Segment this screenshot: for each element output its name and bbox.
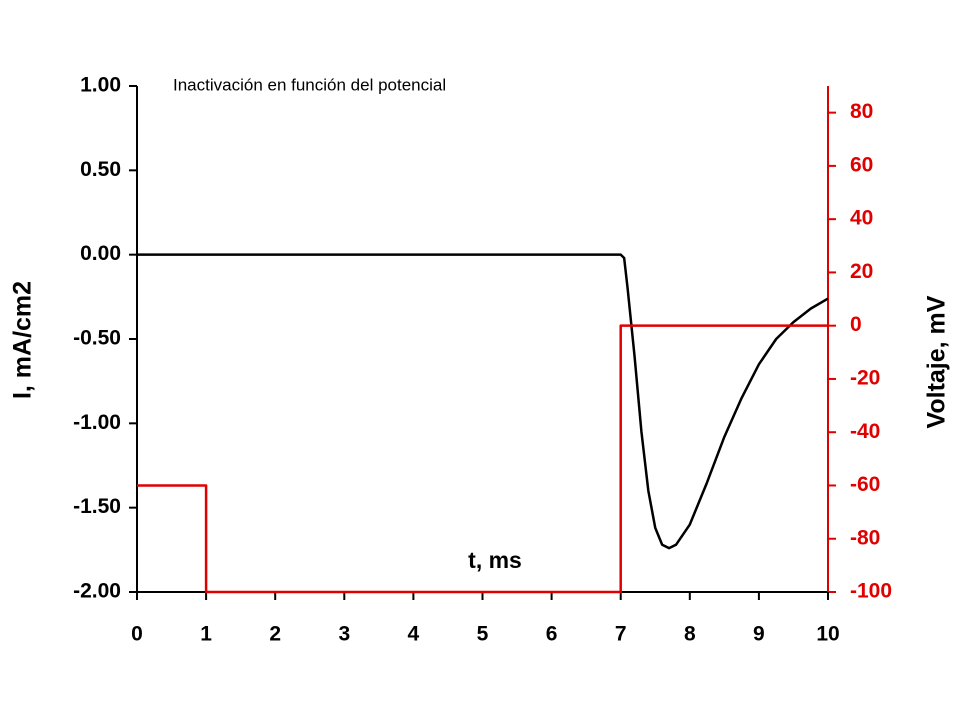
x-tick-label: 8: [684, 623, 696, 646]
y-tick-label: -1.50: [73, 495, 121, 518]
chart-title: Inactivación en función del potencial: [173, 75, 446, 94]
x-tick-label: 1: [200, 623, 212, 646]
x-tick-label: 10: [816, 623, 839, 646]
x-tick-label: 3: [338, 623, 350, 646]
y2-tick-label: -20: [850, 366, 880, 389]
y2-tick-label: 20: [850, 260, 873, 283]
x-tick-label: 7: [615, 623, 627, 646]
y-axis-label: I, mA/cm2: [9, 281, 37, 399]
y-tick-label: -1.00: [73, 411, 121, 434]
x-axis-label: t, ms: [468, 547, 522, 573]
y2-tick-label: -60: [850, 473, 880, 496]
y2-axis-label: Voltaje, mV: [923, 295, 951, 428]
x-tick-label: 0: [131, 623, 143, 646]
y2-tick-label: -80: [850, 526, 880, 549]
y2-tick-label: 80: [850, 100, 873, 123]
x-tick-label: 4: [408, 623, 420, 646]
y2-tick-label: -40: [850, 420, 880, 443]
series-line: [137, 253, 829, 550]
y-tick-label: 0.50: [80, 158, 121, 181]
y2-tick-label: 60: [850, 153, 873, 176]
x-tick-label: 5: [477, 623, 489, 646]
y-tick-label: -0.50: [73, 327, 121, 350]
series-line: [137, 324, 828, 594]
x-tick-label: 9: [753, 623, 765, 646]
y2-tick-label: 0: [850, 313, 862, 336]
y2-tick-label: -100: [850, 580, 892, 603]
y2-tick-label: 40: [850, 207, 873, 230]
y-tick-label: 1.00: [80, 74, 121, 97]
y-tick-label: -2.00: [73, 580, 121, 603]
x-tick-label: 6: [546, 623, 558, 646]
y-tick-label: 0.00: [80, 242, 121, 265]
x-tick-label: 2: [269, 623, 281, 646]
